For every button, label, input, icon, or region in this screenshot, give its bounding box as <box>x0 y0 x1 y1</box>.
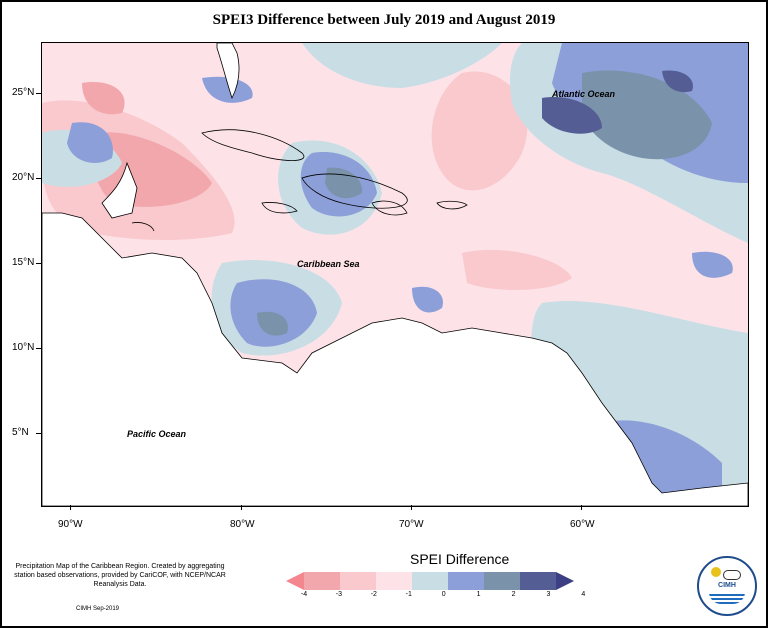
legend-tick-label: 0 <box>441 591 446 598</box>
x-label-80w: 80°W <box>230 519 255 530</box>
legend-swatch <box>304 572 340 590</box>
map-title: SPEI3 Difference between July 2019 and A… <box>212 12 556 28</box>
legend-tick-label: 4 <box>581 591 586 598</box>
legend-tick-label: -3 <box>335 591 343 598</box>
cloud-icon <box>723 570 741 580</box>
cimh-logo: CIMH <box>697 556 757 616</box>
source-note: Precipitation Map of the Caribbean Regio… <box>14 563 226 588</box>
y-label-5n: 5°N <box>12 427 29 438</box>
y-tick <box>36 263 41 264</box>
legend-title: SPEI Difference <box>410 551 510 567</box>
legend-tick-label: -1 <box>405 591 412 598</box>
x-label-90w: 90°W <box>58 519 83 530</box>
legend-tick-label: -2 <box>370 591 377 598</box>
y-tick <box>36 433 41 434</box>
map-svg <box>42 43 748 506</box>
logo-text: CIMH <box>718 582 736 589</box>
y-tick <box>36 348 41 349</box>
y-label-15n: 15°N <box>12 257 35 268</box>
legend-arrow-right <box>556 572 574 590</box>
legend-swatch <box>412 572 448 590</box>
legend-colorbar <box>286 572 574 590</box>
y-label-20n: 20°N <box>12 172 35 183</box>
legend-tick-label: 3 <box>546 591 551 598</box>
y-tick <box>36 93 41 94</box>
x-tick <box>411 505 412 510</box>
atlantic-ocean-label: Atlantic Ocean <box>552 89 616 99</box>
legend-tick-label: -4 <box>300 591 308 598</box>
legend-tick-label: 1 <box>476 591 481 598</box>
x-label-70w: 70°W <box>399 519 424 530</box>
legend-swatch <box>448 572 484 590</box>
credit-text: CIMH Sep-2019 <box>76 606 120 612</box>
legend-swatch <box>376 572 412 590</box>
y-tick <box>36 178 41 179</box>
pacific-ocean-label: Pacific Ocean <box>127 429 187 439</box>
legend-swatch <box>340 572 376 590</box>
x-label-60w: 60°W <box>570 519 595 530</box>
map-area[interactable]: Atlantic Ocean Caribbean Sea Pacific Oce… <box>41 42 749 507</box>
x-tick <box>241 505 242 510</box>
sun-icon <box>711 567 721 577</box>
legend-tick-label: 2 <box>511 591 516 598</box>
y-label-25n: 25°N <box>12 87 35 98</box>
legend-swatch <box>520 572 556 590</box>
legend-swatch <box>484 572 520 590</box>
x-tick <box>70 505 71 510</box>
wave-icon <box>709 592 745 604</box>
caribbean-sea-label: Caribbean Sea <box>297 259 360 269</box>
x-tick <box>581 505 582 510</box>
legend-arrow-left <box>286 572 304 590</box>
y-label-10n: 10°N <box>12 342 35 353</box>
